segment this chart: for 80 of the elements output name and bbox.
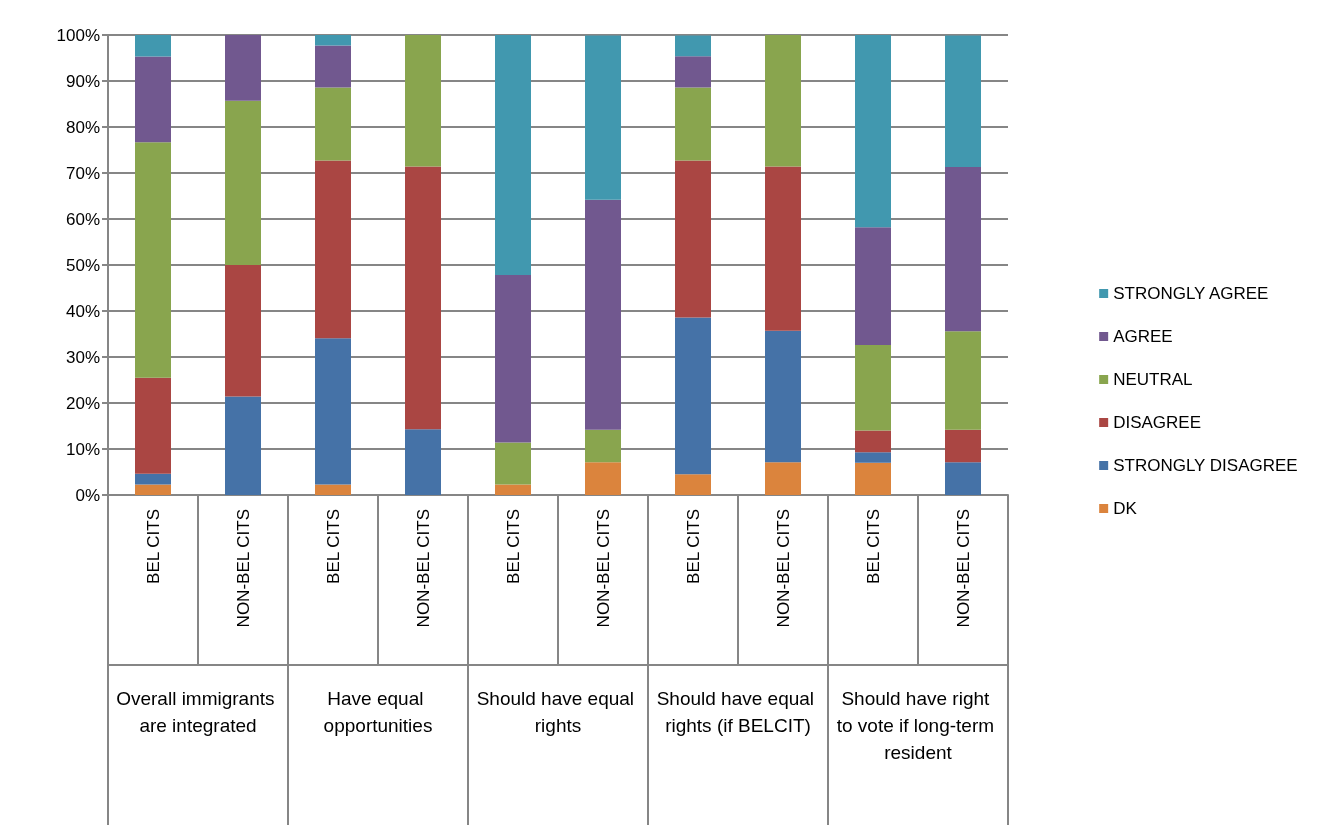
x-tick-label: NON-BEL CITS bbox=[953, 509, 973, 628]
y-tick-label: 60% bbox=[65, 209, 100, 229]
bar bbox=[855, 430, 891, 453]
bar bbox=[135, 35, 171, 57]
bar bbox=[225, 396, 261, 495]
bar bbox=[315, 160, 351, 339]
bar bbox=[315, 484, 351, 495]
bar bbox=[405, 35, 441, 167]
bar bbox=[495, 275, 531, 443]
y-tick-label: 80% bbox=[65, 117, 100, 137]
y-tick-label: 50% bbox=[65, 255, 100, 275]
bar bbox=[765, 462, 801, 495]
bar bbox=[945, 167, 981, 332]
text: Have equal opportunities bbox=[323, 688, 433, 736]
bar bbox=[315, 35, 351, 46]
bar bbox=[315, 338, 351, 485]
bar bbox=[855, 227, 891, 346]
bar bbox=[495, 35, 531, 276]
bar bbox=[135, 56, 171, 143]
x-tick-label: BEL CITS bbox=[863, 509, 883, 584]
text: Overall immigrants are integrated bbox=[116, 688, 280, 736]
bar bbox=[585, 199, 621, 430]
text: Should have equal rights (if BELCIT) bbox=[656, 688, 820, 736]
y-tick-label: 100% bbox=[56, 25, 100, 45]
legend-label: AGREE bbox=[1113, 327, 1173, 346]
text: Should have equal rights bbox=[476, 688, 640, 736]
bar bbox=[675, 317, 711, 475]
bar bbox=[135, 484, 171, 495]
bar bbox=[765, 330, 801, 463]
bar bbox=[135, 473, 171, 485]
bar bbox=[135, 142, 171, 378]
bar bbox=[855, 452, 891, 463]
bar bbox=[405, 429, 441, 495]
text: Should have right to vote if long-term resident bbox=[836, 688, 1000, 763]
x-tick-label: NON-BEL CITS bbox=[773, 509, 793, 628]
bar bbox=[675, 56, 711, 88]
bar bbox=[495, 484, 531, 495]
legend-label: DISAGREE bbox=[1113, 413, 1202, 432]
bar bbox=[945, 35, 981, 168]
bar bbox=[675, 35, 711, 57]
y-tick-label: 10% bbox=[65, 439, 100, 459]
x-tick-label: NON-BEL CITS bbox=[593, 509, 613, 628]
bar bbox=[225, 100, 261, 265]
y-tick-label: 40% bbox=[65, 301, 100, 321]
bar bbox=[585, 462, 621, 495]
bar bbox=[585, 35, 621, 200]
bar bbox=[675, 160, 711, 318]
bar bbox=[315, 45, 351, 88]
legend-label: STRONGLY DISAGREE bbox=[1113, 456, 1298, 475]
bar bbox=[855, 462, 891, 495]
x-tick-label: BEL CITS bbox=[323, 509, 343, 584]
x-tick-label: BEL CITS bbox=[503, 509, 523, 584]
bar bbox=[315, 87, 351, 161]
bar bbox=[675, 474, 711, 495]
bar bbox=[135, 377, 171, 474]
legend-label: DK bbox=[1113, 499, 1138, 518]
bar bbox=[945, 462, 981, 495]
bar bbox=[675, 87, 711, 161]
bar bbox=[945, 429, 981, 463]
x-tick-label: BEL CITS bbox=[683, 509, 703, 584]
legend-label: STRONGLY AGREE bbox=[1113, 284, 1269, 303]
y-tick-label: 30% bbox=[65, 347, 100, 367]
y-tick-label: 20% bbox=[65, 393, 100, 413]
bar bbox=[945, 331, 981, 430]
bar bbox=[855, 35, 891, 228]
bar bbox=[225, 35, 261, 101]
y-tick-label: 90% bbox=[65, 71, 100, 91]
x-tick-label: NON-BEL CITS bbox=[413, 509, 433, 628]
bar bbox=[765, 166, 801, 331]
bar bbox=[765, 35, 801, 167]
legend-label: NEUTRAL bbox=[1113, 370, 1193, 389]
bar bbox=[585, 429, 621, 463]
x-tick-label: BEL CITS bbox=[143, 509, 163, 584]
bar bbox=[405, 166, 441, 430]
y-tick-label: 70% bbox=[65, 163, 100, 183]
x-tick-label: NON-BEL CITS bbox=[233, 509, 253, 628]
bar bbox=[855, 345, 891, 431]
y-tick-label: 0% bbox=[75, 485, 100, 505]
bar bbox=[225, 265, 261, 397]
bar bbox=[495, 442, 531, 485]
